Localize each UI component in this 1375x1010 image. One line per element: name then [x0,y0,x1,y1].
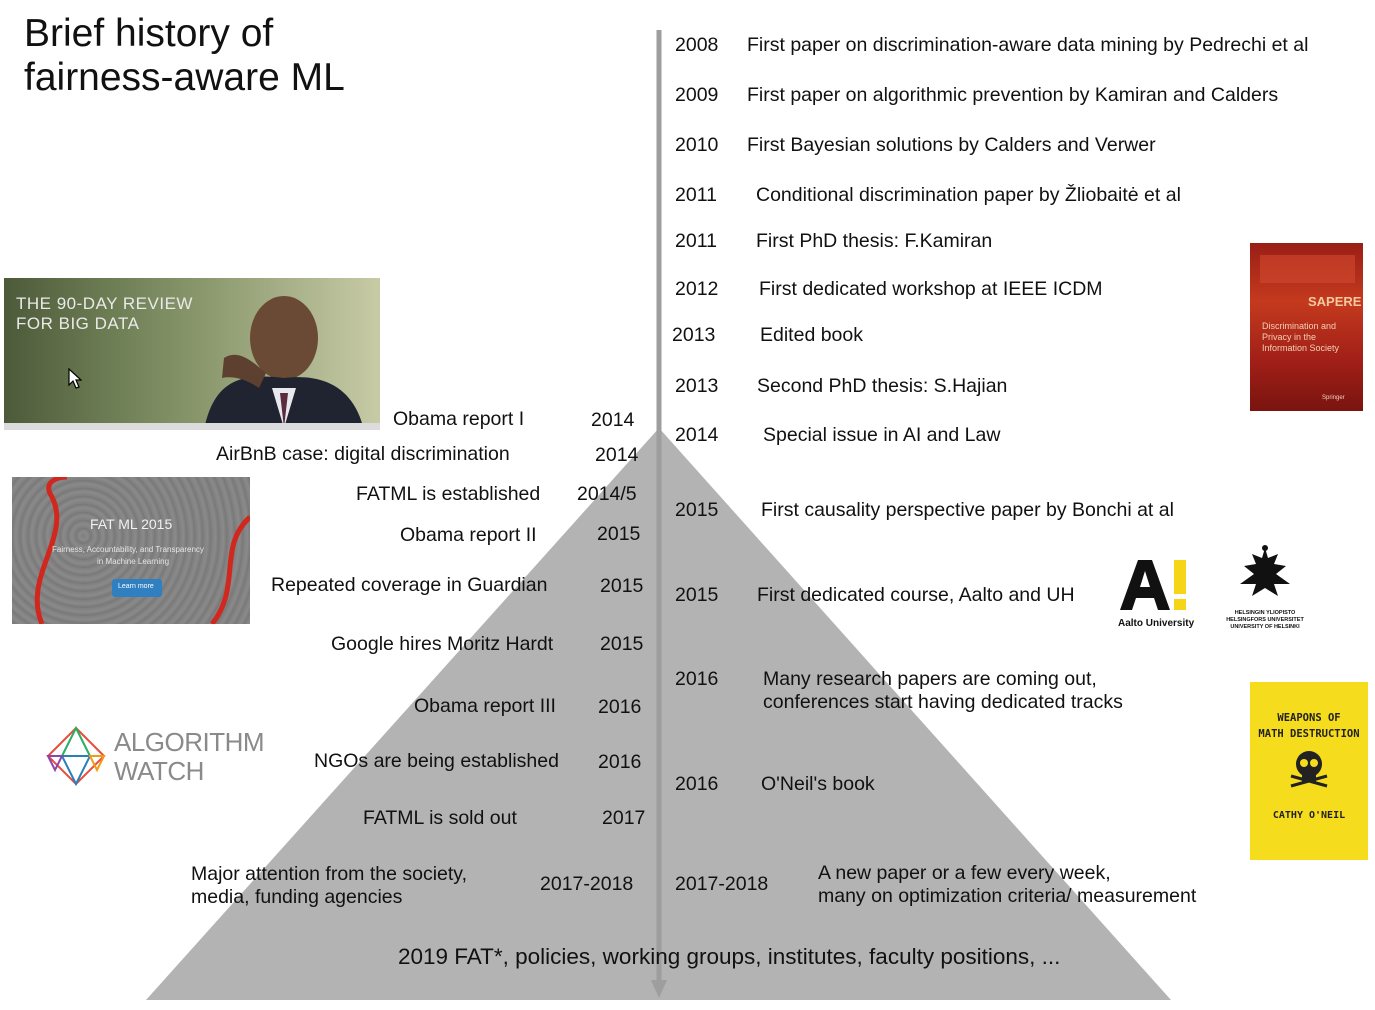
algorithm-watch-line-1: ALGORITHM [114,727,265,757]
mouse-cursor-icon [68,368,82,389]
weapons-of-math-destruction-cover: WEAPONS OF MATH DESTRUCTION CATHY O'NEIL [1250,682,1368,860]
right-event-year: 2008 [675,34,719,56]
fatml-2015-banner: FAT ML 2015 Fairness, Accountability, an… [12,477,250,624]
left-event-text: NGOs are being established [314,750,559,772]
right-event-text: First dedicated course, Aalto and UH [757,584,1075,606]
obama-banner-line-2: FOR BIG DATA [16,314,140,333]
left-event-text: Repeated coverage in Guardian [271,574,548,596]
right-event-year: 2010 [675,134,719,156]
helsinki-emblem-icon [1240,545,1290,596]
algorithm-watch-emblem-icon [46,726,106,787]
left-event-text: Major attention from the society, media,… [191,863,521,909]
right-event-text: First causality perspective paper by Bon… [761,499,1174,521]
title-line-2: fairness-aware ML [24,56,345,99]
right-event-text-line-1: Many research papers are coming out, [763,668,1097,690]
right-event-year: 2012 [675,278,719,300]
left-event-text: Obama report II [400,524,537,546]
aalto-a-icon [1120,560,1186,610]
right-event-year: 2009 [675,84,719,106]
right-event-year: 2017-2018 [675,873,769,895]
aalto-caption: Aalto University [1118,618,1195,629]
obama-banner-line-1: THE 90-DAY REVIEW [16,294,193,313]
right-event-text: Edited book [760,324,863,346]
fatml-banner-subtitle-2: in Machine Learning [97,557,170,566]
helsinki-line-3: UNIVERSITY OF HELSINKI [1230,624,1300,630]
sapere-title-line-3: Information Society [1262,343,1340,353]
right-event-text-line-1: A new paper or a few every week, [818,862,1111,884]
left-event-year: 2017-2018 [540,873,634,895]
left-event-year: 2016 [598,751,642,773]
right-event-year: 2015 [675,499,719,521]
right-event-text: First paper on discrimination-aware data… [747,34,1309,56]
skull-icon [1290,751,1328,788]
university-of-helsinki-logo: HELSINGIN YLIOPISTO HELSINGFORS UNIVERSI… [1220,544,1310,636]
left-event-text: FATML is established [356,483,541,505]
aalto-university-logo: Aalto University [1116,558,1211,633]
right-event-year: 2013 [675,375,719,397]
title-line-1: Brief history of [24,12,274,55]
left-event-text-line-2: media, funding agencies [191,886,403,908]
right-event-text: Special issue in AI and Law [763,424,1001,446]
sapere-publisher: Springer [1322,395,1345,401]
right-event-text: Many research papers are coming out, con… [763,668,1183,714]
right-event-text-line-2: many on optimization criteria/ measureme… [818,885,1197,907]
left-event-year: 2014/5 [577,483,637,505]
page-title: Brief history of fairness-aware ML [24,12,444,100]
right-event-year: 2016 [675,773,719,795]
helsinki-line-1: HELSINGIN YLIOPISTO [1234,610,1296,616]
sapere-title-line-2: Privacy in the [1262,332,1317,342]
wmd-title-line-1: WEAPONS OF [1277,712,1341,724]
sapere-series-label: SAPERE [1308,294,1362,309]
left-event-year: 2015 [600,575,644,597]
wmd-author: CATHY O'NEIL [1272,810,1346,821]
left-event-text: AirBnB case: digital discrimination [216,443,510,465]
wmd-title-line-2: MATH DESTRUCTION [1258,728,1360,740]
left-event-text: Google hires Moritz Hardt [331,633,554,655]
right-event-text: Second PhD thesis: S.Hajian [757,375,1008,397]
left-event-year: 2015 [597,523,641,545]
right-event-text: First paper on algorithmic prevention by… [747,84,1279,106]
timeline-axis-arrowhead [651,980,667,998]
left-event-text: Obama report I [393,408,525,430]
fatml-banner-title: FAT ML 2015 [90,516,173,532]
right-event-text: Conditional discrimination paper by Žlio… [756,184,1181,206]
right-event-year: 2011 [675,184,717,206]
helsinki-line-2: HELSINGFORS UNIVERSITET [1226,617,1304,623]
left-event-text: FATML is sold out [363,807,517,829]
left-event-year: 2015 [600,633,644,655]
left-event-text: Obama report III [414,695,556,717]
right-event-text: First Bayesian solutions by Calders and … [747,134,1156,156]
right-event-year: 2014 [675,424,719,446]
right-event-year: 2013 [672,324,716,346]
right-event-year: 2011 [675,230,717,252]
left-event-year: 2014 [591,409,635,431]
right-event-text-line-2: conferences start having dedicated track… [763,691,1123,713]
right-event-text: First dedicated workshop at IEEE ICDM [759,278,1103,300]
obama-report-photo: THE 90-DAY REVIEW FOR BIG DATA [4,278,380,430]
right-event-text: O'Neil's book [761,773,875,795]
sapere-title-line-1: Discrimination and [1262,321,1337,331]
algorithm-watch-line-2: WATCH [114,756,204,786]
sapere-book-cover: SAPERE Discrimination and Privacy in the… [1250,243,1363,411]
algorithm-watch-logo: ALGORITHM WATCH [46,726,266,788]
left-event-year: 2016 [598,696,642,718]
right-event-text: A new paper or a few every week, many on… [818,862,1258,908]
right-event-text: First PhD thesis: F.Kamiran [756,230,993,252]
left-event-year: 2017 [602,807,646,829]
fatml-learn-more-button: Learn more [118,583,154,590]
left-event-year: 2014 [595,444,639,466]
left-event-text-line-1: Major attention from the society, [191,863,468,885]
right-event-year: 2015 [675,584,719,606]
right-event-year: 2016 [675,668,719,690]
fatml-banner-subtitle-1: Fairness, Accountability, and Transparen… [52,545,204,554]
pyramid-base-caption: 2019 FAT*, policies, working groups, ins… [398,944,1061,969]
